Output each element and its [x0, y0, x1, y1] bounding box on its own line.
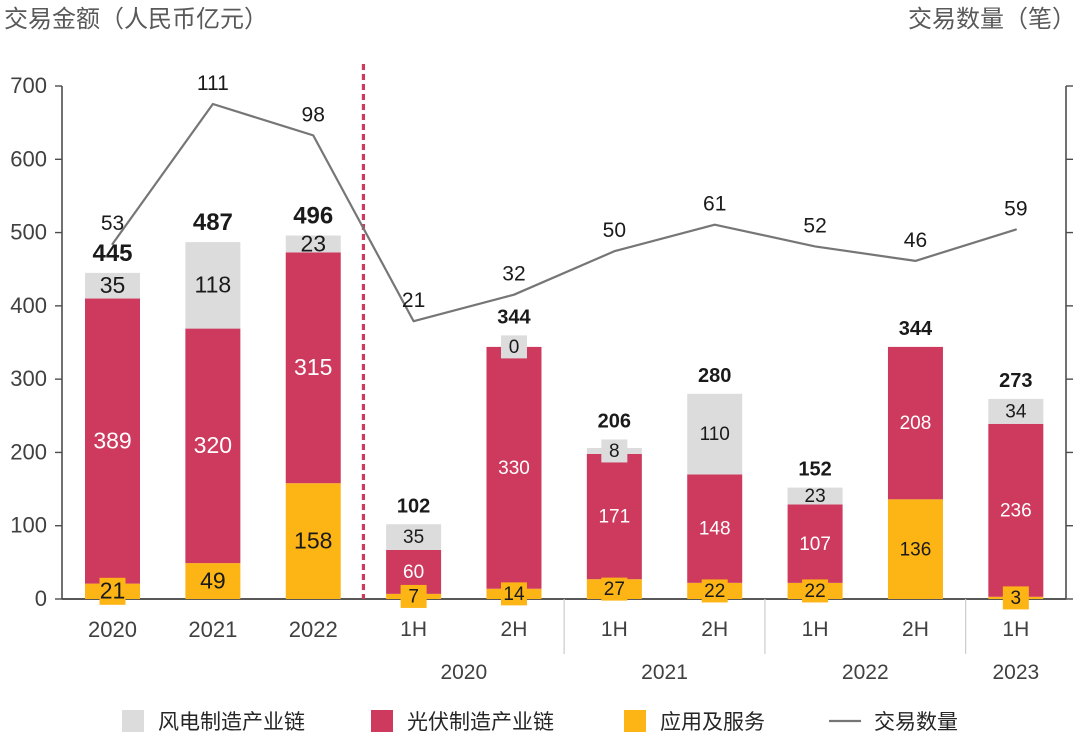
- svg-text:应用及服务: 应用及服务: [660, 711, 765, 734]
- svg-text:236: 236: [1000, 500, 1032, 521]
- svg-text:1H: 1H: [802, 618, 829, 641]
- svg-text:2020: 2020: [88, 617, 137, 642]
- svg-text:2022: 2022: [289, 617, 338, 642]
- svg-text:330: 330: [498, 458, 530, 479]
- svg-text:46: 46: [904, 229, 927, 252]
- svg-text:14: 14: [503, 584, 525, 605]
- svg-text:280: 280: [698, 365, 731, 387]
- svg-text:2022: 2022: [842, 661, 889, 684]
- svg-text:2H: 2H: [501, 618, 528, 641]
- svg-text:交易数量: 交易数量: [874, 711, 958, 734]
- svg-text:496: 496: [293, 203, 333, 230]
- svg-text:0: 0: [35, 586, 47, 611]
- svg-text:110: 110: [700, 424, 730, 445]
- svg-text:208: 208: [900, 413, 932, 434]
- svg-text:344: 344: [899, 318, 933, 340]
- svg-text:2021: 2021: [188, 617, 237, 642]
- svg-text:344: 344: [497, 306, 531, 328]
- svg-text:53: 53: [101, 212, 124, 235]
- svg-text:320: 320: [194, 432, 232, 458]
- svg-text:1H: 1H: [400, 618, 427, 641]
- svg-text:148: 148: [699, 519, 731, 540]
- svg-text:35: 35: [403, 527, 424, 548]
- svg-text:50: 50: [603, 219, 626, 242]
- svg-text:389: 389: [93, 427, 131, 453]
- svg-text:交易数量（笔）: 交易数量（笔）: [908, 6, 1076, 33]
- svg-text:34: 34: [1005, 401, 1027, 422]
- svg-text:158: 158: [294, 527, 332, 553]
- svg-text:60: 60: [403, 562, 424, 583]
- svg-text:1H: 1H: [601, 618, 628, 641]
- svg-text:2020: 2020: [440, 661, 487, 684]
- svg-text:8: 8: [609, 441, 620, 462]
- svg-text:22: 22: [805, 581, 826, 602]
- svg-text:2H: 2H: [902, 618, 929, 641]
- svg-text:136: 136: [900, 539, 932, 560]
- svg-text:487: 487: [193, 209, 233, 236]
- svg-text:206: 206: [598, 410, 631, 432]
- svg-text:0: 0: [509, 337, 520, 358]
- svg-text:交易金额（人民币亿元）: 交易金额（人民币亿元）: [4, 6, 268, 33]
- svg-text:102: 102: [397, 495, 430, 517]
- svg-text:61: 61: [703, 193, 726, 216]
- svg-text:2023: 2023: [992, 661, 1039, 684]
- svg-text:118: 118: [195, 272, 232, 298]
- svg-text:风电制造产业链: 风电制造产业链: [158, 711, 305, 734]
- svg-text:52: 52: [803, 214, 826, 237]
- svg-text:22: 22: [704, 581, 725, 602]
- svg-text:300: 300: [10, 366, 47, 391]
- svg-text:23: 23: [805, 486, 826, 507]
- svg-text:100: 100: [10, 513, 47, 538]
- svg-text:1H: 1H: [1002, 618, 1029, 641]
- svg-text:2021: 2021: [641, 661, 688, 684]
- svg-text:2H: 2H: [701, 618, 728, 641]
- svg-text:171: 171: [598, 507, 630, 528]
- svg-text:32: 32: [502, 263, 525, 286]
- svg-text:3: 3: [1011, 588, 1022, 609]
- svg-text:98: 98: [302, 103, 325, 126]
- svg-text:21: 21: [100, 578, 126, 604]
- svg-text:21: 21: [402, 289, 425, 312]
- svg-text:23: 23: [300, 230, 326, 256]
- svg-text:500: 500: [10, 220, 47, 245]
- svg-text:111: 111: [197, 72, 229, 95]
- svg-text:49: 49: [200, 567, 226, 593]
- svg-text:7: 7: [408, 587, 419, 608]
- svg-text:273: 273: [999, 370, 1032, 392]
- svg-text:200: 200: [10, 439, 47, 464]
- svg-text:35: 35: [100, 272, 126, 298]
- svg-text:600: 600: [10, 146, 47, 171]
- svg-text:400: 400: [10, 293, 47, 318]
- svg-text:700: 700: [10, 73, 47, 98]
- svg-text:27: 27: [604, 579, 625, 600]
- svg-text:152: 152: [798, 459, 831, 481]
- svg-text:315: 315: [294, 354, 332, 380]
- svg-text:光伏制造产业链: 光伏制造产业链: [407, 711, 554, 734]
- svg-text:59: 59: [1004, 198, 1027, 221]
- svg-text:107: 107: [799, 534, 831, 555]
